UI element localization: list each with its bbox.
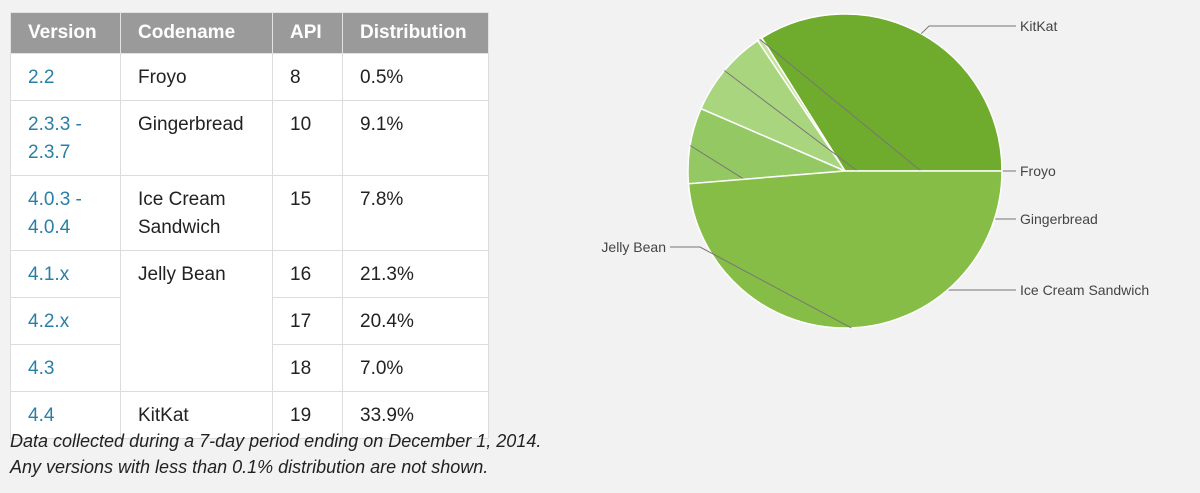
- version-cell[interactable]: 4.3: [10, 344, 121, 392]
- note-line-1: Data collected during a 7-day period end…: [10, 431, 542, 451]
- api-cell: 10: [272, 100, 343, 176]
- version-link[interactable]: 4.1.x: [28, 264, 70, 285]
- pie-label-ice-cream-sandwich: Ice Cream Sandwich: [1020, 282, 1149, 298]
- version-link[interactable]: 4.0.4: [28, 217, 71, 238]
- header-distribution: Distribution: [342, 12, 489, 54]
- codename-cell: Ice Cream Sandwich: [120, 175, 273, 251]
- codename-text: Jelly Bean: [138, 264, 226, 285]
- version-link[interactable]: 2.3.3 -: [28, 114, 82, 135]
- leader-line-jelly-bean: [670, 246, 852, 329]
- codename-cell: Froyo: [120, 53, 273, 101]
- version-cell[interactable]: 4.4: [10, 391, 121, 439]
- version-link[interactable]: 4.3: [28, 358, 55, 379]
- api-cell: 18: [272, 344, 343, 392]
- codename-text: KitKat: [138, 405, 189, 426]
- version-cell[interactable]: 2.2: [10, 53, 121, 101]
- pie-label-jelly-bean: Jelly Bean: [601, 239, 666, 255]
- codename-text: Sandwich: [138, 217, 221, 238]
- pie-slice-jelly-bean: [687, 170, 1003, 329]
- leader-line-kitkat: [920, 25, 1016, 35]
- version-link[interactable]: 4.0.3 -: [28, 189, 82, 210]
- pie-label-froyo: Froyo: [1020, 163, 1056, 179]
- codename-text: Gingerbread: [138, 114, 244, 135]
- version-cell[interactable]: 4.1.x: [10, 250, 121, 298]
- api-cell: 17: [272, 297, 343, 345]
- data-note: Data collected during a 7-day period end…: [10, 428, 541, 480]
- table-header-row: Version Codename API Distribution: [10, 12, 489, 54]
- codename-cell: Jelly Bean: [120, 250, 273, 392]
- version-link[interactable]: 2.3.7: [28, 142, 71, 163]
- pie-label-kitkat: KitKat: [1020, 18, 1057, 34]
- api-cell: 15: [272, 175, 343, 251]
- pie-label-gingerbread: Gingerbread: [1020, 211, 1098, 227]
- header-version: Version: [10, 12, 121, 54]
- api-cell: 19: [272, 391, 343, 439]
- pie-slice-kitkat: [760, 13, 1003, 172]
- table-row: 4.3 18 7.0%: [10, 344, 489, 392]
- table-row: 4.4 KitKat 19 33.9%: [10, 391, 489, 439]
- api-cell: 8: [272, 53, 343, 101]
- codename-cell: Gingerbread: [120, 100, 273, 176]
- table-row: 4.2.x 17 20.4%: [10, 297, 489, 345]
- version-cell[interactable]: 4.0.3 - 4.0.4: [10, 175, 121, 251]
- distribution-cell: 33.9%: [342, 391, 489, 439]
- codename-text: Froyo: [138, 67, 187, 88]
- codename-cell: KitKat: [120, 391, 273, 439]
- codename-text: Ice Cream: [138, 189, 226, 210]
- table-row: 2.2 Froyo 8 0.5%: [10, 53, 489, 101]
- note-line-2: Any versions with less than 0.1% distrib…: [10, 457, 489, 477]
- distribution-cell: 20.4%: [342, 297, 489, 345]
- distribution-cell: 7.8%: [342, 175, 489, 251]
- table-row: 4.1.x Jelly Bean 16 21.3%: [10, 250, 489, 392]
- distribution-cell: 21.3%: [342, 250, 489, 298]
- distribution-table: Version Codename API Distribution 2.2 Fr…: [10, 12, 489, 439]
- table-row: 4.0.3 - 4.0.4 Ice Cream Sandwich 15 7.8%: [10, 175, 489, 251]
- version-link[interactable]: 4.4: [28, 405, 55, 426]
- version-link[interactable]: 4.2.x: [28, 311, 70, 332]
- distribution-cell: 0.5%: [342, 53, 489, 101]
- version-link[interactable]: 2.2: [28, 67, 55, 88]
